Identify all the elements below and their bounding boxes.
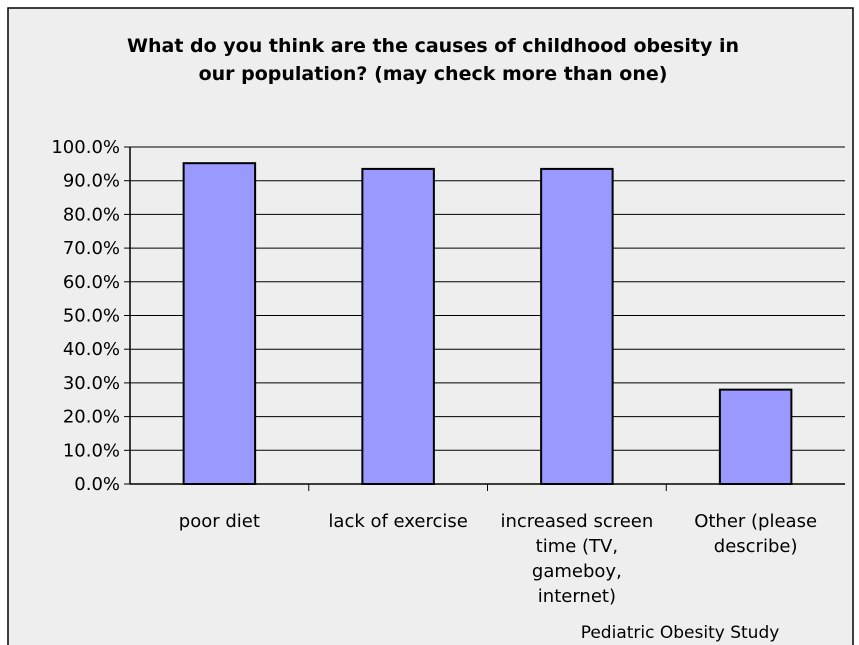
y-tick-label: 0.0%: [74, 474, 120, 495]
y-tick-label: 80.0%: [63, 204, 120, 225]
x-category-label-line: internet): [538, 586, 616, 607]
x-category-label-line: describe): [714, 536, 798, 557]
x-category-label-line: poor diet: [179, 511, 260, 532]
y-tick-label: 90.0%: [63, 171, 120, 192]
bar: [718, 388, 793, 486]
y-tick-label: 50.0%: [63, 306, 120, 327]
y-tick-labels: 0.0% 10.0% 20.0% 30.0% 40.0% 50.0% 60.0% 70.0% 8…: [51, 137, 120, 495]
y-tick-label: 40.0%: [63, 339, 120, 360]
bar: [182, 162, 257, 485]
x-category-label: Other (please describe): [694, 511, 817, 557]
x-category-label-line: time (TV,: [536, 536, 618, 557]
x-category-label: lack of exercise: [328, 511, 467, 532]
x-category-label: increased screen time (TV, gameboy, interne…: [500, 511, 653, 607]
y-tick-label: 70.0%: [63, 238, 120, 259]
x-category-label-line: increased screen: [500, 511, 653, 532]
chart-title-line: our population? (may check more than one…: [199, 63, 668, 85]
y-tick-label: 100.0%: [51, 137, 120, 158]
y-tick-label: 30.0%: [63, 373, 120, 394]
y-tick-label: 60.0%: [63, 272, 120, 293]
x-category-labels: poor diet lack of exercise increased scree…: [179, 511, 817, 607]
bar: [361, 167, 435, 485]
y-tick-label: 20.0%: [63, 407, 120, 428]
x-category-label-line: gameboy,: [532, 561, 622, 582]
chart-title: What do you think are the causes of chil…: [127, 35, 739, 85]
bars: [182, 162, 793, 486]
axes: [129, 147, 845, 491]
chart-footer: Pediatric Obesity Study: [581, 623, 780, 643]
x-category-label-line: Other (please: [694, 511, 817, 532]
x-category-label-line: lack of exercise: [328, 511, 467, 532]
x-category-label: poor diet: [179, 511, 260, 532]
y-tick-label: 10.0%: [63, 440, 120, 461]
chart-title-line: What do you think are the causes of chil…: [127, 35, 739, 57]
bar: [540, 167, 614, 485]
